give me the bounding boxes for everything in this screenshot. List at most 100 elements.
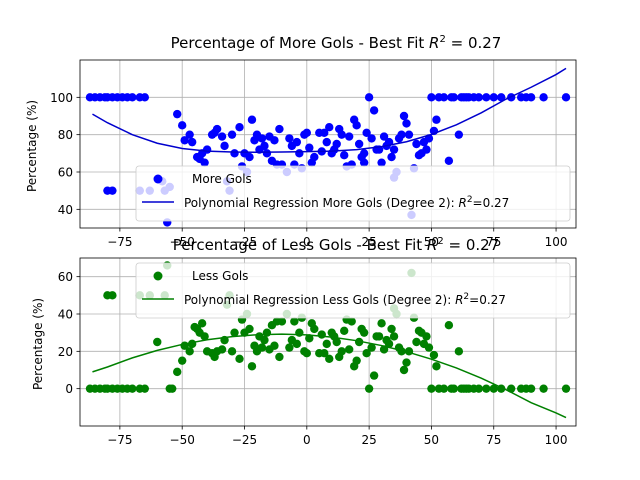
data-point bbox=[367, 343, 376, 352]
data-point bbox=[325, 123, 334, 132]
data-point bbox=[295, 149, 304, 158]
data-point bbox=[192, 324, 202, 334]
data-point bbox=[352, 121, 361, 130]
data-point bbox=[539, 93, 548, 102]
data-point bbox=[482, 93, 491, 102]
x-tick-label: 0 bbox=[303, 235, 311, 249]
data-point bbox=[474, 384, 483, 393]
data-point bbox=[362, 349, 371, 358]
more-gols-chart-title: Percentage of More Gols - Best Fit R2 = … bbox=[171, 34, 502, 52]
data-point bbox=[399, 111, 409, 121]
data-point bbox=[344, 345, 354, 354]
data-point bbox=[177, 121, 187, 130]
data-point bbox=[108, 291, 117, 300]
data-point bbox=[364, 384, 374, 393]
data-point bbox=[173, 109, 182, 119]
data-point bbox=[295, 328, 304, 337]
data-point bbox=[402, 119, 411, 128]
less-gols-chart: Percentage of Less Gols - Best Fit R2 = … bbox=[31, 236, 577, 447]
more-gols-regression-line bbox=[92, 67, 567, 153]
data-point bbox=[153, 337, 162, 347]
data-point bbox=[322, 339, 331, 349]
data-point bbox=[387, 152, 396, 162]
data-point bbox=[270, 341, 279, 350]
y-tick-label: 80 bbox=[58, 128, 73, 142]
data-point bbox=[389, 145, 399, 154]
data-point bbox=[427, 384, 436, 393]
data-point bbox=[377, 158, 386, 167]
data-point bbox=[217, 345, 227, 354]
legend-label-line: Polynomial Regression Less Gols (Degree … bbox=[184, 292, 506, 307]
data-point bbox=[449, 93, 459, 102]
data-point bbox=[290, 317, 299, 326]
data-point bbox=[347, 317, 356, 326]
more-gols-legend: More Gols Polynomial Regression More Gols… bbox=[135, 165, 571, 222]
data-point bbox=[444, 156, 454, 165]
data-point bbox=[526, 93, 536, 102]
data-point bbox=[359, 158, 369, 167]
data-point bbox=[247, 115, 257, 124]
x-tick-label: 0 bbox=[303, 433, 311, 447]
x-tick-label: 25 bbox=[361, 235, 376, 249]
data-point bbox=[275, 352, 284, 362]
y-tick-label: 100 bbox=[50, 91, 73, 105]
data-point bbox=[362, 128, 371, 137]
data-point bbox=[285, 134, 294, 143]
more-gols-chart: Percentage of More Gols - Best Fit R2 = … bbox=[25, 34, 577, 249]
data-point bbox=[108, 186, 117, 195]
data-point bbox=[389, 332, 399, 341]
data-point bbox=[180, 136, 189, 145]
data-point bbox=[427, 93, 436, 102]
x-tick-label: −75 bbox=[107, 433, 132, 447]
y-tick-label: 60 bbox=[58, 270, 73, 284]
data-point bbox=[197, 319, 207, 328]
data-point bbox=[412, 139, 421, 149]
x-tick-label: 50 bbox=[424, 433, 439, 447]
less-gols-chart-title: Percentage of Less Gols - Best Fit R2 = … bbox=[173, 236, 500, 254]
data-point bbox=[354, 337, 364, 347]
data-point bbox=[192, 152, 202, 162]
data-point bbox=[227, 347, 237, 356]
data-point bbox=[173, 367, 182, 377]
x-tick-label: 100 bbox=[545, 235, 568, 249]
less-gols-ticks: −75 −50 −25 0 25 50 75 100 0 20 40 60 bbox=[58, 270, 568, 447]
data-point bbox=[257, 343, 267, 352]
data-point bbox=[140, 384, 150, 393]
data-point bbox=[320, 349, 329, 358]
data-point bbox=[187, 137, 197, 147]
data-point bbox=[422, 332, 431, 341]
data-point bbox=[561, 93, 571, 102]
data-point bbox=[262, 149, 272, 158]
data-point bbox=[277, 317, 287, 326]
less-gols-legend: Less Gols Polynomial Regression Less Gols… bbox=[135, 262, 571, 319]
less-gols-axes-frame bbox=[79, 257, 577, 427]
data-point bbox=[354, 139, 364, 149]
data-point bbox=[454, 130, 464, 139]
x-tick-label: −50 bbox=[170, 433, 195, 447]
data-point bbox=[260, 335, 269, 345]
data-point bbox=[399, 365, 409, 375]
data-point bbox=[212, 124, 222, 134]
data-point bbox=[439, 93, 449, 102]
data-point bbox=[235, 354, 244, 363]
data-point bbox=[332, 337, 341, 347]
data-point bbox=[285, 343, 294, 352]
x-tick-label: 75 bbox=[486, 433, 501, 447]
data-point bbox=[404, 130, 414, 139]
data-point bbox=[168, 384, 177, 393]
more-gols-ticks: −75 −50 −25 0 25 50 75 100 40 60 80 100 bbox=[50, 91, 567, 249]
data-point bbox=[561, 384, 571, 393]
data-point bbox=[432, 115, 441, 124]
data-point bbox=[128, 384, 137, 393]
data-point bbox=[384, 339, 394, 349]
x-tick-label: −25 bbox=[232, 235, 257, 249]
data-point bbox=[377, 319, 386, 328]
legend-label-points: Less Gols bbox=[192, 269, 248, 283]
data-point bbox=[260, 141, 269, 151]
data-point bbox=[444, 321, 454, 330]
more-gols-y-axis-label: Percentage (%) bbox=[25, 100, 39, 192]
y-tick-label: 40 bbox=[58, 203, 73, 217]
data-point bbox=[337, 130, 346, 139]
data-point bbox=[128, 93, 137, 102]
